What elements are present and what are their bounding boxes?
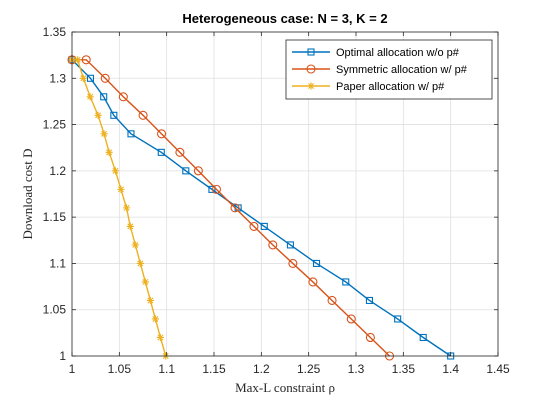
- legend-item: Optimal allocation w/o p#: [292, 47, 460, 59]
- data-point: [211, 184, 222, 194]
- data-point: [327, 295, 337, 306]
- data-point: [79, 74, 87, 82]
- data-point: [86, 93, 94, 101]
- legend-item: Paper allocation w/ p#: [292, 81, 445, 93]
- x-tick-label: 1.35: [392, 362, 416, 376]
- data-point: [365, 332, 375, 343]
- x-tick-label: 1.15: [202, 362, 226, 376]
- data-point: [126, 222, 134, 230]
- legend-label: Paper allocation w/ p#: [336, 81, 445, 93]
- axes-box: [71, 31, 499, 357]
- legend: Optimal allocation w/o p# Symmetric alloc…: [285, 39, 493, 100]
- data-point: [156, 333, 165, 342]
- data-point: [81, 55, 91, 65]
- data-point: [286, 241, 294, 249]
- legend-item: Symmetric allocation w/ p#: [292, 64, 468, 76]
- data-point: [100, 130, 108, 138]
- data-point: [268, 240, 278, 250]
- x-tick-label: 1.45: [486, 362, 510, 376]
- legend-label: Optimal allocation w/o p#: [336, 47, 460, 59]
- y-tick-label: 1.05: [43, 303, 67, 317]
- data-point: [146, 296, 154, 305]
- data-point: [308, 277, 318, 287]
- data-point: [342, 278, 350, 286]
- legend-marker: [306, 64, 316, 74]
- x-tick-label: 1.4: [442, 362, 459, 376]
- data-point: [157, 129, 167, 139]
- y-tick-label: 1: [59, 349, 66, 363]
- data-point: [118, 92, 128, 102]
- data-point: [100, 93, 108, 101]
- y-tick-label: 1.2: [49, 164, 66, 178]
- data-point: [312, 259, 321, 267]
- data-point: [394, 315, 402, 323]
- x-tick-label: 1.05: [108, 362, 132, 376]
- data-point: [346, 314, 356, 324]
- x-tick-label: 1.1: [158, 362, 175, 376]
- data-point: [249, 221, 259, 231]
- data-point: [230, 203, 240, 213]
- data-point: [175, 147, 185, 157]
- data-point: [208, 185, 216, 193]
- data-point: [117, 185, 125, 193]
- data-point: [105, 148, 113, 156]
- data-point: [127, 130, 135, 138]
- y-tick-label: 1.15: [43, 210, 67, 224]
- data-point: [260, 222, 268, 230]
- x-tick-label: 1.3: [348, 362, 365, 376]
- data-point: [94, 111, 102, 119]
- data-point: [151, 315, 160, 323]
- legend-label: Symmetric allocation w/ p#: [336, 64, 468, 76]
- data-point: [138, 110, 148, 120]
- series-line: [71, 59, 452, 357]
- data-point: [122, 204, 131, 212]
- y-tick-label: 1.1: [49, 256, 66, 270]
- data-point: [141, 278, 149, 286]
- data-point: [288, 258, 298, 268]
- y-tick-label: 1.3: [49, 71, 66, 85]
- y-tick-label: 1.25: [43, 118, 67, 132]
- data-point: [111, 167, 120, 175]
- data-point: [365, 296, 373, 305]
- data-point: [110, 111, 118, 119]
- data-point: [74, 56, 82, 64]
- data-point: [157, 148, 165, 156]
- data-point: [100, 73, 110, 83]
- data-point: [182, 167, 190, 175]
- data-point: [136, 259, 144, 268]
- data-point: [193, 166, 203, 176]
- legend-marker: [307, 48, 315, 56]
- y-axis-label: Download cost D: [20, 149, 35, 240]
- data-point: [131, 241, 139, 249]
- data-point: [86, 74, 95, 82]
- x-tick-label: 1.25: [297, 362, 321, 376]
- x-axis-label: Max-L constraint ρ: [235, 380, 335, 395]
- legend-marker: [307, 82, 315, 90]
- x-tick-label: 1: [69, 362, 76, 376]
- tick-group: 1 1.05 1.1 1.15 1.2 1.25 1.3 1.35 1.4 1.45 1 1.05 1.…: [43, 25, 510, 376]
- series-line: [72, 59, 167, 357]
- y-tick-label: 1.35: [43, 25, 67, 39]
- series-2: [67, 55, 395, 361]
- x-tick-label: 1.2: [253, 362, 270, 376]
- data-point: [419, 333, 427, 342]
- chart-title: Heterogeneous case: N = 3, K = 2: [182, 11, 387, 26]
